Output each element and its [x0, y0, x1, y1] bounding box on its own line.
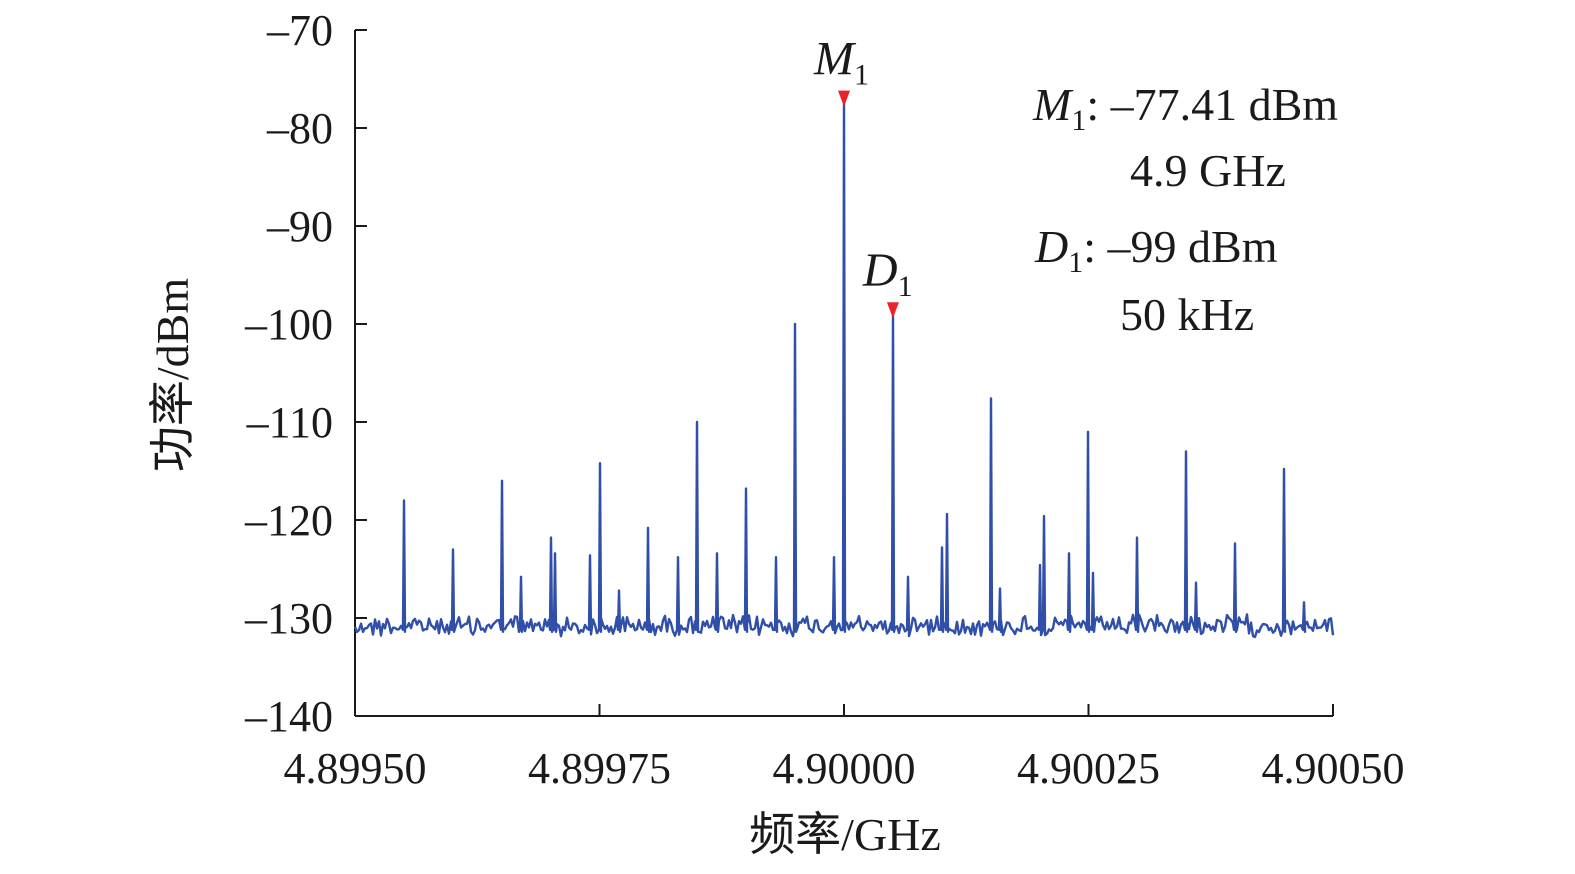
marker-m1-triangle	[838, 90, 850, 107]
x-tick-label: 4.89950	[284, 744, 427, 793]
marker-d1-triangle	[886, 302, 899, 319]
marker-d1-label: D1	[862, 244, 913, 303]
y-tick-label: –90	[266, 202, 333, 251]
y-axis-title: 功率/dBm	[147, 278, 198, 472]
annotation-m1-text: : –77.41 dBm	[1086, 79, 1338, 130]
annotation-d1-freq: 50 kHz	[1120, 289, 1254, 340]
spectrum-trace	[353, 101, 1335, 639]
annotation-m1-sub: 1	[1071, 104, 1086, 137]
y-axis-ticks: –70 –80 –90 –100 –110 –120 –130 –140	[244, 6, 367, 741]
y-tick-label: –110	[246, 398, 333, 447]
markers: M1 D1	[813, 33, 913, 319]
y-tick-label: –130	[244, 594, 333, 643]
y-tick-label: –120	[244, 496, 333, 545]
y-tick-label: –80	[266, 104, 333, 153]
y-tick-label: –70	[266, 6, 333, 55]
x-axis-ticks: 4.89950 4.89975 4.90000 4.90025 4.90050	[284, 704, 1405, 793]
annotation-m1-letter: M	[1032, 79, 1074, 130]
x-tick-label: 4.90000	[773, 744, 916, 793]
annotation-m1-freq: 4.9 GHz	[1130, 145, 1286, 196]
annotation-d1-text: : –99 dBm	[1083, 221, 1277, 272]
marker-m1-label: M1	[813, 33, 869, 92]
annotation-d1-letter: D	[1034, 221, 1068, 272]
y-tick-label: –100	[244, 300, 333, 349]
x-tick-label: 4.90025	[1017, 744, 1160, 793]
annotation-m1-value: M1: –77.41 dBm	[1032, 79, 1338, 137]
annotation-d1-value: D1: –99 dBm	[1034, 221, 1278, 279]
y-tick-label: –140	[244, 692, 333, 741]
x-axis-title: 频率/GHz	[749, 809, 941, 860]
x-tick-label: 4.89975	[528, 744, 671, 793]
annotation-d1-sub: 1	[1068, 246, 1083, 279]
x-tick-label: 4.90050	[1262, 744, 1405, 793]
